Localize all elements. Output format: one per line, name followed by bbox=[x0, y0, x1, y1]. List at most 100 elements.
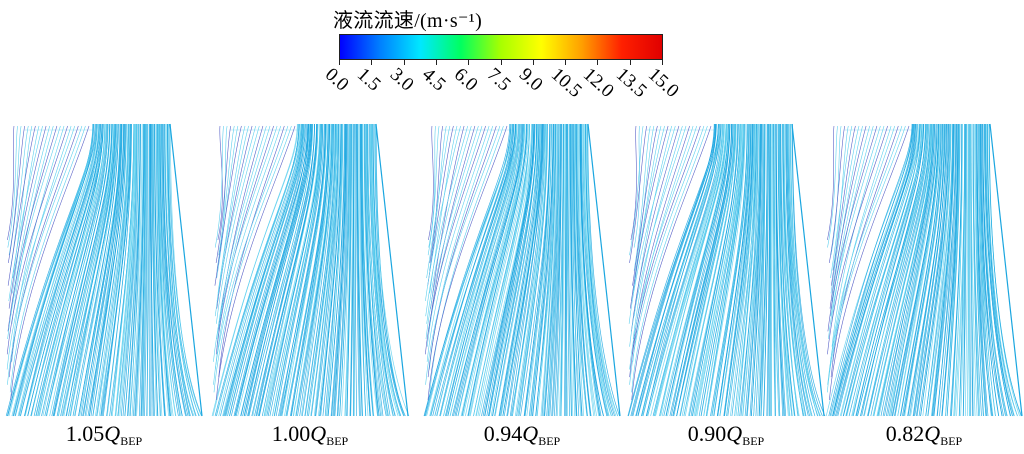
streamline bbox=[326, 123, 344, 417]
colorbar-tick-mark bbox=[565, 60, 566, 65]
streamline bbox=[706, 123, 746, 417]
streamline bbox=[52, 123, 110, 417]
streamline bbox=[498, 123, 540, 417]
streamline bbox=[576, 123, 591, 417]
streamline bbox=[968, 123, 970, 417]
streamline bbox=[426, 125, 490, 362]
streamline bbox=[790, 123, 821, 417]
streamline bbox=[315, 123, 340, 417]
streamline bbox=[945, 123, 959, 417]
streamline bbox=[461, 123, 527, 417]
streamline bbox=[7, 125, 83, 385]
streamline bbox=[486, 123, 534, 417]
streamline bbox=[318, 123, 341, 417]
streamline bbox=[878, 123, 934, 417]
streamline bbox=[301, 123, 334, 417]
streamline bbox=[14, 123, 97, 417]
streamline bbox=[142, 123, 148, 417]
streamline bbox=[131, 123, 144, 417]
colorbar-tick-mark bbox=[533, 60, 534, 65]
streamline bbox=[337, 123, 350, 417]
streamline bbox=[228, 123, 305, 417]
panel-label-coef: 0.82 bbox=[885, 421, 925, 446]
streamline bbox=[828, 123, 913, 417]
streamline bbox=[830, 125, 842, 256]
streamline bbox=[160, 123, 182, 417]
streamline bbox=[334, 123, 348, 417]
streamline bbox=[827, 125, 888, 355]
streamline bbox=[832, 125, 892, 362]
streamline bbox=[580, 123, 604, 417]
streamline bbox=[587, 123, 621, 417]
streamline bbox=[24, 123, 100, 417]
streamline bbox=[211, 123, 299, 417]
streamline bbox=[500, 123, 541, 417]
streamline bbox=[628, 125, 676, 324]
streamline bbox=[492, 123, 538, 417]
streamline bbox=[918, 123, 949, 417]
streamline bbox=[445, 123, 520, 417]
streamline bbox=[633, 125, 662, 294]
streamline bbox=[586, 123, 618, 417]
panel-label-symbol: Q bbox=[522, 421, 539, 446]
streamline bbox=[481, 123, 533, 417]
streamline bbox=[512, 123, 545, 417]
streamline bbox=[129, 123, 143, 417]
streamline bbox=[962, 123, 967, 417]
streamline bbox=[255, 123, 315, 417]
streamline bbox=[692, 123, 741, 417]
streamline bbox=[789, 123, 821, 417]
streamline bbox=[629, 125, 701, 378]
streamline bbox=[983, 123, 1007, 417]
streamline bbox=[375, 123, 406, 417]
streamline bbox=[216, 125, 260, 324]
streamline bbox=[134, 123, 145, 417]
streamline bbox=[240, 123, 309, 417]
panel-label-coef: 1.05 bbox=[65, 421, 105, 446]
colorbar-tick-mark bbox=[468, 60, 469, 65]
streamline bbox=[157, 123, 171, 417]
streamline bbox=[7, 125, 15, 241]
streamline bbox=[164, 123, 191, 417]
streamline bbox=[629, 125, 647, 263]
streamline bbox=[354, 123, 357, 417]
streamline bbox=[676, 123, 734, 417]
streamline bbox=[46, 123, 109, 417]
streamline bbox=[581, 123, 608, 417]
streamline-panel-4 bbox=[626, 120, 826, 420]
streamline bbox=[827, 125, 835, 241]
streamline bbox=[319, 123, 342, 417]
streamline bbox=[788, 123, 818, 417]
streamline bbox=[631, 125, 708, 393]
streamline bbox=[214, 125, 224, 248]
streamline bbox=[154, 123, 165, 417]
streamline bbox=[477, 123, 533, 417]
streamline bbox=[428, 125, 436, 248]
streamline bbox=[749, 123, 762, 417]
streamline bbox=[426, 125, 472, 324]
streamline bbox=[293, 123, 332, 417]
streamline bbox=[222, 123, 302, 417]
streamline bbox=[514, 123, 546, 417]
streamline bbox=[362, 123, 375, 417]
streamline bbox=[499, 123, 541, 417]
streamline bbox=[159, 123, 179, 417]
streamline bbox=[356, 123, 360, 417]
streamline bbox=[541, 123, 557, 417]
streamline bbox=[146, 123, 150, 417]
streamline bbox=[547, 123, 560, 417]
streamline bbox=[774, 123, 780, 417]
streamline bbox=[542, 123, 557, 417]
streamline bbox=[777, 123, 793, 417]
streamline bbox=[653, 123, 725, 417]
streamline bbox=[280, 123, 326, 417]
streamline bbox=[363, 123, 378, 417]
streamline bbox=[17, 123, 98, 417]
streamline bbox=[70, 123, 118, 417]
streamline bbox=[831, 125, 863, 302]
streamline bbox=[851, 123, 924, 417]
streamline bbox=[787, 123, 816, 417]
streamline bbox=[62, 123, 116, 417]
streamline bbox=[832, 123, 914, 417]
